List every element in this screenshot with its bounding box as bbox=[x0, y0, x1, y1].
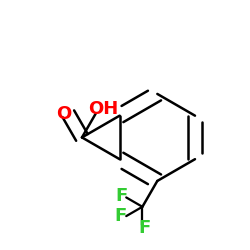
Text: F: F bbox=[139, 219, 151, 237]
Text: OH: OH bbox=[88, 100, 118, 118]
Text: O: O bbox=[56, 105, 71, 123]
Text: F: F bbox=[115, 187, 128, 205]
Text: F: F bbox=[114, 207, 126, 225]
